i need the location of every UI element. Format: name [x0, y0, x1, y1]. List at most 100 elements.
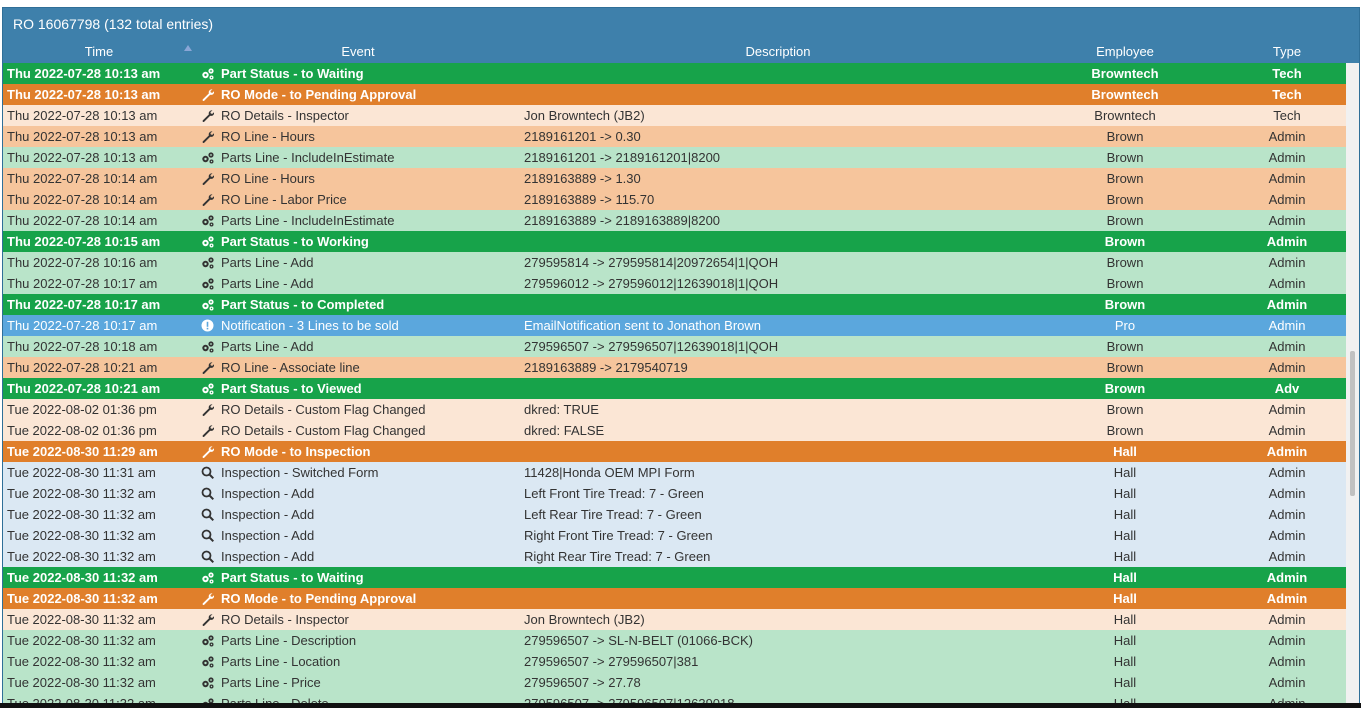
scrollbar[interactable] [1346, 63, 1359, 704]
employee-cell: Hall [1114, 630, 1136, 651]
column-header[interactable]: Time [85, 44, 113, 59]
type-cell: Adv [1275, 378, 1300, 399]
time-cell: Tue 2022-08-02 01:36 pm [7, 399, 157, 420]
log-row[interactable]: Thu 2022-07-28 10:21 amRO Line - Associa… [3, 357, 1346, 378]
log-row[interactable]: Tue 2022-08-30 11:29 amRO Mode - to Insp… [3, 441, 1346, 462]
log-row[interactable]: Tue 2022-08-30 11:32 amRO Mode - to Pend… [3, 588, 1346, 609]
log-row[interactable]: Thu 2022-07-28 10:21 amPart Status - to … [3, 378, 1346, 399]
event-cell: RO Line - Hours [221, 168, 315, 189]
employee-cell: Brown [1105, 378, 1145, 399]
log-row[interactable]: Thu 2022-07-28 10:17 amNotification - 3 … [3, 315, 1346, 336]
type-cell: Admin [1269, 651, 1306, 672]
description-cell: Right Rear Tire Tread: 7 - Green [524, 546, 710, 567]
log-row[interactable]: Thu 2022-07-28 10:13 amRO Details - Insp… [3, 105, 1346, 126]
event-icon [201, 256, 214, 269]
employee-cell: Hall [1114, 462, 1136, 483]
event-cell: RO Line - Labor Price [221, 189, 347, 210]
log-row[interactable]: Thu 2022-07-28 10:17 am Parts Line - Add 2… [3, 273, 1346, 294]
employee-cell: Brown [1107, 252, 1144, 273]
description-cell: 279596507 -> SL-N-BELT (01066-BCK) [524, 630, 753, 651]
description-cell: 2189163889 -> 115.70 [524, 189, 654, 210]
time-cell: Tue 2022-08-30 11:32 am [7, 483, 156, 504]
log-row[interactable]: Tue 2022-08-30 11:32 am Part Status - to … [3, 567, 1346, 588]
event-icon [201, 172, 214, 185]
time-cell: Thu 2022-07-28 10:13 am [7, 84, 160, 105]
time-cell: Thu 2022-07-28 10:17 am [7, 273, 157, 294]
type-cell: Admin [1269, 336, 1306, 357]
event-icon [201, 298, 214, 311]
log-row[interactable]: Thu 2022-07-28 10:14 amRO Line - Hours21… [3, 168, 1346, 189]
time-cell: Thu 2022-07-28 10:13 am [7, 105, 157, 126]
time-cell: Tue 2022-08-02 01:36 pm [7, 420, 157, 441]
sort-indicator[interactable] [184, 45, 192, 51]
scroll-thumb[interactable] [1350, 351, 1355, 496]
description-cell: dkred: FALSE [524, 420, 604, 441]
event-cell: RO Details - Inspector [221, 609, 349, 630]
employee-cell: Brown [1105, 294, 1145, 315]
log-row[interactable]: Tue 2022-08-02 01:36 pmRO Details - Cust… [3, 399, 1346, 420]
event-cell: RO Line - Hours [221, 126, 315, 147]
log-row[interactable]: Tue 2022-08-02 01:36 pmRO Details - Cust… [3, 420, 1346, 441]
log-row[interactable]: Thu 2022-07-28 10:14 am RO Line - Labor P… [3, 189, 1346, 210]
log-row[interactable]: Thu 2022-07-28 10:18 amParts Line - Add2… [3, 336, 1346, 357]
employee-cell: Brown [1107, 273, 1144, 294]
log-row[interactable]: Thu 2022-07-28 10:14 amParts Line - Incl… [3, 210, 1346, 231]
description-cell: Right Front Tire Tread: 7 - Green [524, 525, 713, 546]
log-row[interactable]: Thu 2022-07-28 10:13 amRO Line - Hours21… [3, 126, 1346, 147]
event-cell: Part Status - to Waiting [221, 567, 364, 588]
type-cell: Tech [1273, 105, 1300, 126]
time-cell: Thu 2022-07-28 10:13 am [7, 63, 160, 84]
log-row[interactable]: Thu 2022-07-28 10:13 amParts Line - Incl… [3, 147, 1346, 168]
log-row[interactable]: Tue 2022-08-30 11:32 amParts Line - Desc… [3, 630, 1346, 651]
event-cell: Inspection - Add [221, 546, 314, 567]
event-icon [201, 634, 214, 647]
log-row[interactable]: Tue 2022-08-30 11:32 amInspection - AddR… [3, 525, 1346, 546]
time-cell: Thu 2022-07-28 10:17 am [7, 294, 160, 315]
description-cell: 279596012 -> 279596012|12639018|1|QOH [524, 273, 778, 294]
log-row[interactable]: Tue 2022-08-30 11:31 amInspection - Swit… [3, 462, 1346, 483]
event-icon [201, 277, 214, 290]
time-cell: Thu 2022-07-28 10:13 am [7, 126, 157, 147]
type-cell: Admin [1267, 588, 1307, 609]
time-cell: Tue 2022-08-30 11:32 am [7, 672, 156, 693]
column-header[interactable]: Description [745, 44, 810, 59]
time-cell: Thu 2022-07-28 10:21 am [7, 357, 157, 378]
log-row[interactable]: Thu 2022-07-28 10:16 amParts Line - Add2… [3, 252, 1346, 273]
log-row[interactable]: Tue 2022-08-30 11:32 amParts Line - Loca… [3, 651, 1346, 672]
log-row[interactable]: Tue 2022-08-30 11:32 amParts Line - Pric… [3, 672, 1346, 693]
event-icon [201, 592, 214, 605]
type-cell: Admin [1269, 609, 1306, 630]
log-row[interactable]: Tue 2022-08-30 11:32 amInspection - AddL… [3, 483, 1346, 504]
log-row[interactable]: Thu 2022-07-28 10:15 amPart Status - to … [3, 231, 1346, 252]
event-cell: Parts Line - Add [221, 273, 314, 294]
log-row[interactable]: Thu 2022-07-28 10:13 am Part Status - to … [3, 63, 1346, 84]
time-cell: Tue 2022-08-30 11:32 am [7, 546, 156, 567]
log-row[interactable]: Tue 2022-08-30 11:32 amRO Details - Insp… [3, 609, 1346, 630]
event-icon [201, 67, 214, 80]
event-cell: Parts Line - Add [221, 252, 314, 273]
column-header[interactable]: Type [1273, 44, 1301, 59]
event-cell: Parts Line - IncludeInEstimate [221, 210, 394, 231]
log-row[interactable]: Tue 2022-08-30 11:32 amInspection - AddL… [3, 504, 1346, 525]
column-header[interactable]: Event [341, 44, 374, 59]
event-cell: Parts Line - Location [221, 651, 340, 672]
log-row[interactable]: Thu 2022-07-28 10:17 amPart Status - to … [3, 294, 1346, 315]
log-row[interactable]: Tue 2022-08-30 11:32 am Inspection - Add R… [3, 546, 1346, 567]
time-cell: Tue 2022-08-30 11:32 am [7, 504, 156, 525]
description-cell: 2189163889 -> 1.30 [524, 168, 641, 189]
time-cell: Tue 2022-08-30 11:32 am [7, 567, 158, 588]
type-cell: Admin [1267, 294, 1307, 315]
event-icon [201, 88, 214, 101]
employee-cell: Brown [1107, 210, 1144, 231]
description-cell: Left Front Tire Tread: 7 - Green [524, 483, 704, 504]
log-row[interactable]: Thu 2022-07-28 10:13 amRO Mode - to Pend… [3, 84, 1346, 105]
time-cell: Thu 2022-07-28 10:14 am [7, 189, 157, 210]
employee-cell: Hall [1114, 609, 1136, 630]
event-icon [201, 571, 214, 584]
column-header[interactable]: Employee [1096, 44, 1154, 59]
description-cell: 2189163889 -> 2179540719 [524, 357, 688, 378]
panel-title: RO 16067798 (132 total entries) [13, 16, 213, 32]
event-cell: Part Status - to Waiting [221, 63, 364, 84]
employee-cell: Brown [1107, 168, 1144, 189]
